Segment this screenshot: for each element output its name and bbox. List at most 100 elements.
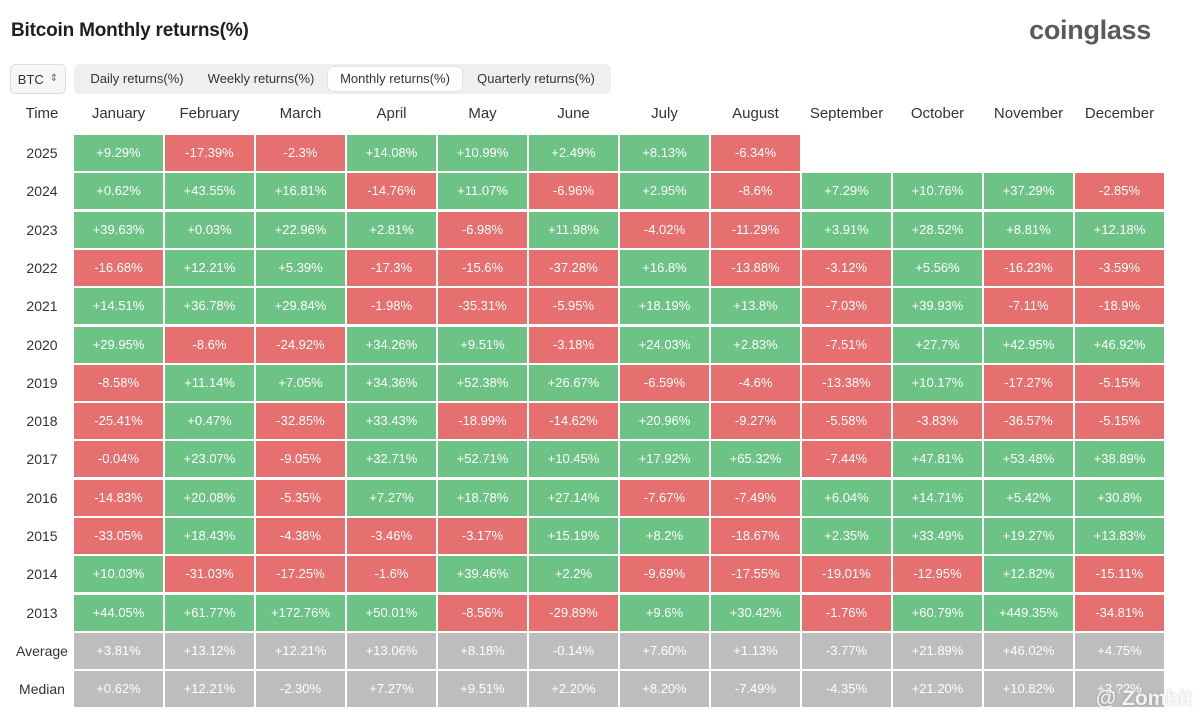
return-cell: +172.76%	[256, 595, 345, 631]
row-label-2013: 2013	[26, 605, 58, 621]
asset-select[interactable]: BTC ⇕	[10, 64, 66, 94]
column-header-september: September	[809, 105, 884, 122]
return-cell: -18.67%	[711, 518, 800, 554]
return-cell: +3.91%	[802, 212, 891, 248]
return-cell: +16.8%	[620, 250, 709, 286]
return-cell: +10.76%	[893, 173, 982, 209]
return-cell: -2.3%	[256, 135, 345, 171]
return-cell: +7.27%	[347, 671, 436, 707]
return-cell: -8.56%	[438, 595, 527, 631]
return-cell: +3.??%	[1075, 671, 1164, 707]
return-cell: +24.03%	[620, 327, 709, 363]
return-cell: +34.36%	[347, 365, 436, 401]
return-cell: +11.98%	[529, 212, 618, 248]
return-cell: -1.76%	[802, 595, 891, 631]
return-cell: +13.8%	[711, 288, 800, 324]
return-cell: +52.38%	[438, 365, 527, 401]
return-cell: +39.46%	[438, 556, 527, 592]
return-cell: -31.03%	[165, 556, 254, 592]
return-cell: +21.20%	[893, 671, 982, 707]
return-cell: +8.18%	[438, 633, 527, 669]
return-cell: +22.96%	[256, 212, 345, 248]
return-cell: +2.20%	[529, 671, 618, 707]
return-cell: +33.43%	[347, 403, 436, 439]
tab-daily-returns[interactable]: Daily returns(%)	[90, 71, 184, 86]
return-cell: +14.08%	[347, 135, 436, 171]
column-header-january: January	[91, 105, 146, 122]
return-cell: -7.03%	[802, 288, 891, 324]
return-cell: +33.49%	[893, 518, 982, 554]
row-label-2019: 2019	[26, 375, 58, 391]
return-cell: +5.39%	[256, 250, 345, 286]
return-cell: -15.11%	[1075, 556, 1164, 592]
return-cell: +53.48%	[984, 441, 1073, 477]
row-label-2021: 2021	[26, 298, 58, 314]
return-cell: +20.08%	[165, 480, 254, 516]
return-cell: -6.98%	[438, 212, 527, 248]
row-label-2025: 2025	[26, 145, 58, 161]
return-cell: -3.18%	[529, 327, 618, 363]
return-cell: +15.19%	[529, 518, 618, 554]
return-cell: -17.3%	[347, 250, 436, 286]
return-cell: +34.26%	[347, 327, 436, 363]
return-cell: -6.34%	[711, 135, 800, 171]
return-cell: -29.89%	[529, 595, 618, 631]
column-header-august: August	[732, 105, 779, 122]
return-cell: -7.67%	[620, 480, 709, 516]
return-cell: +4.75%	[1075, 633, 1164, 669]
return-cell: -18.9%	[1075, 288, 1164, 324]
tab-weekly-returns[interactable]: Weekly returns(%)	[207, 71, 315, 86]
tab-monthly-returns[interactable]: Monthly returns(%)	[328, 67, 462, 91]
return-cell: +0.47%	[165, 403, 254, 439]
return-cell: -16.68%	[74, 250, 163, 286]
return-cell: +0.62%	[74, 173, 163, 209]
return-cell: -32.85%	[256, 403, 345, 439]
return-cell: +8.2%	[620, 518, 709, 554]
return-cell: +8.13%	[620, 135, 709, 171]
return-cell: +2.35%	[802, 518, 891, 554]
column-header-may: May	[468, 105, 497, 122]
watermark: @ Zombit	[1095, 687, 1192, 710]
return-cell: -4.02%	[620, 212, 709, 248]
return-cell: -5.15%	[1075, 403, 1164, 439]
return-cell: +2.49%	[529, 135, 618, 171]
return-cell: +8.81%	[984, 212, 1073, 248]
return-cell: +11.07%	[438, 173, 527, 209]
return-cell: +52.71%	[438, 441, 527, 477]
return-cell: -7.11%	[984, 288, 1073, 324]
return-cell: +5.42%	[984, 480, 1073, 516]
return-cell: -11.29%	[711, 212, 800, 248]
row-label-2015: 2015	[26, 528, 58, 544]
row-label-2018: 2018	[26, 413, 58, 429]
return-cell: +14.51%	[74, 288, 163, 324]
return-cell: +10.45%	[529, 441, 618, 477]
return-cell: +12.82%	[984, 556, 1073, 592]
returns-period-tabs: Daily returns(%) Weekly returns(%) Month…	[74, 64, 611, 94]
row-label-2022: 2022	[26, 260, 58, 276]
return-cell: +12.21%	[165, 250, 254, 286]
return-cell: -19.01%	[802, 556, 891, 592]
return-cell: +7.29%	[802, 173, 891, 209]
return-cell: +12.21%	[165, 671, 254, 707]
return-cell: -7.51%	[802, 327, 891, 363]
return-cell: +13.83%	[1075, 518, 1164, 554]
return-cell: +9.6%	[620, 595, 709, 631]
column-header-time: Time	[25, 105, 59, 122]
return-cell: +20.96%	[620, 403, 709, 439]
return-cell: +30.42%	[711, 595, 800, 631]
return-cell: +16.81%	[256, 173, 345, 209]
return-cell: -8.6%	[711, 173, 800, 209]
tab-quarterly-returns[interactable]: Quarterly returns(%)	[477, 71, 595, 86]
return-cell: -0.04%	[74, 441, 163, 477]
return-cell: +10.99%	[438, 135, 527, 171]
return-cell: -1.98%	[347, 288, 436, 324]
return-cell: -16.23%	[984, 250, 1073, 286]
return-cell: +19.27%	[984, 518, 1073, 554]
column-header-july: July	[651, 105, 678, 122]
return-cell: -17.55%	[711, 556, 800, 592]
return-cell: +46.02%	[984, 633, 1073, 669]
return-cell: -5.58%	[802, 403, 891, 439]
return-cell: +43.55%	[165, 173, 254, 209]
return-cell: +29.84%	[256, 288, 345, 324]
return-cell: +7.60%	[620, 633, 709, 669]
